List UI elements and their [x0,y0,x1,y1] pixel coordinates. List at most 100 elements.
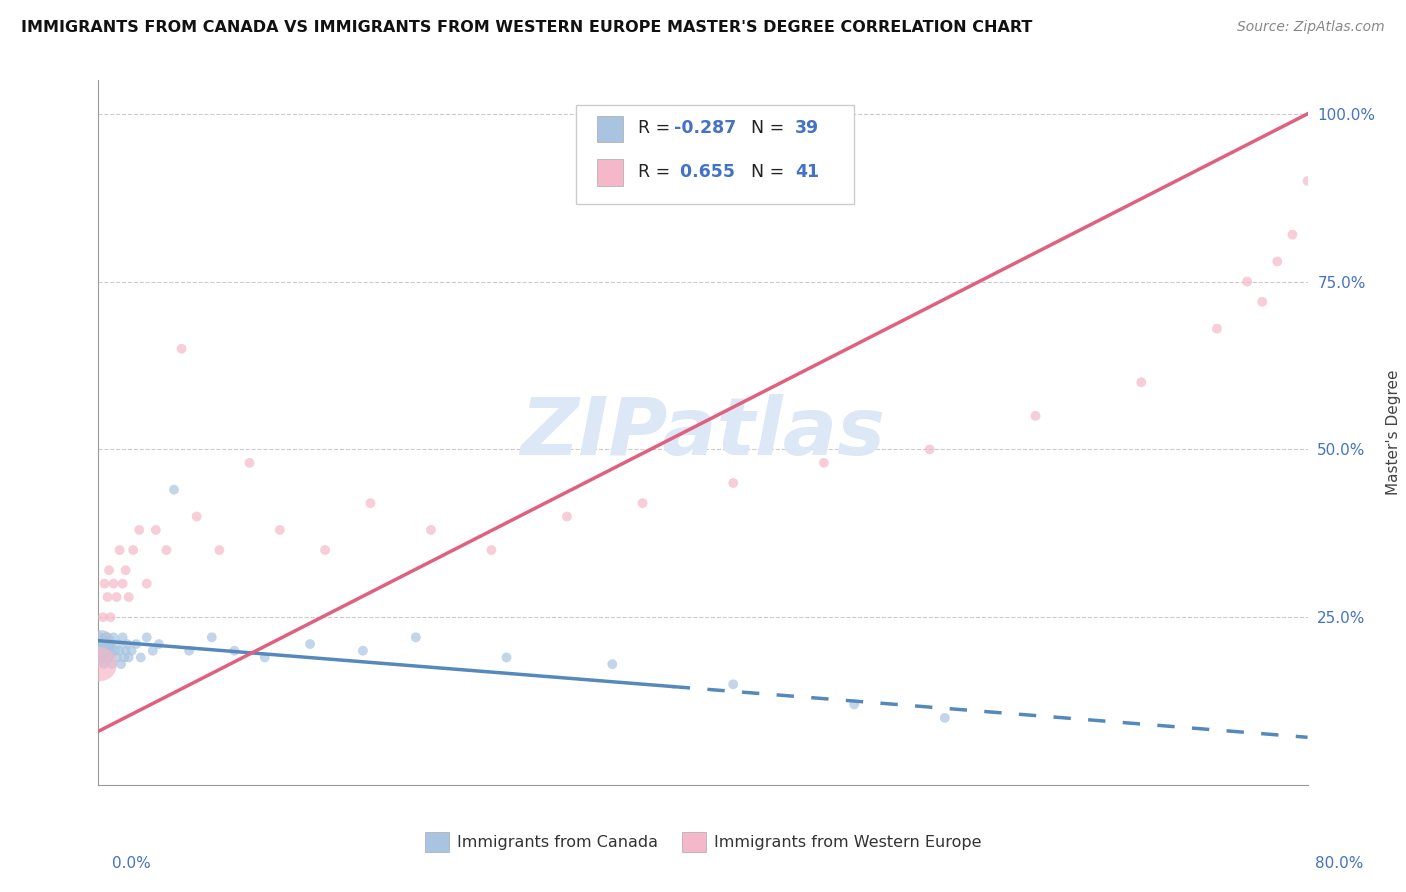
Point [108,644,131,658]
Point [1267,254,1289,268]
Point [118,590,141,604]
Point [555,509,578,524]
Text: N =: N = [741,163,790,181]
Text: 0.0%: 0.0% [112,856,152,871]
Point [481,543,503,558]
Point [115,637,138,651]
Point [114,644,136,658]
Point [93,576,115,591]
Point [89,630,111,644]
Bar [596,159,623,186]
Point [314,543,336,558]
Point [90,637,112,651]
Text: N =: N = [741,120,790,137]
Point [89,644,111,658]
Point [90,644,112,658]
Text: R =: R = [638,120,675,137]
Point [208,543,231,558]
Text: -0.287: -0.287 [673,120,737,137]
Point [495,650,517,665]
Text: 0.655: 0.655 [673,163,735,181]
Point [101,657,124,672]
Point [148,637,170,651]
Text: Source: ZipAtlas.com: Source: ZipAtlas.com [1237,20,1385,34]
Point [91,637,114,651]
Point [224,644,246,658]
Point [602,657,624,672]
Y-axis label: Master's Degree: Master's Degree [1386,370,1402,495]
Legend: Immigrants from Canada, Immigrants from Western Europe: Immigrants from Canada, Immigrants from … [419,826,987,858]
Point [1236,275,1258,289]
Point [186,509,208,524]
Text: R =: R = [638,163,675,181]
Point [128,523,150,537]
Point [253,650,276,665]
Text: 80.0%: 80.0% [1316,856,1364,871]
Point [121,644,143,658]
Point [103,630,125,644]
Point [98,650,121,665]
Point [155,543,177,558]
Point [107,637,129,651]
Text: 39: 39 [794,120,820,137]
Point [170,342,193,356]
Point [94,630,117,644]
Point [111,576,134,591]
Point [122,543,145,558]
Point [405,630,427,644]
Point [91,610,114,624]
FancyBboxPatch shape [576,105,855,203]
Point [163,483,186,497]
Point [110,657,132,672]
Point [1281,227,1303,242]
Point [93,657,115,672]
Point [108,543,131,558]
Point [90,650,112,665]
Point [104,644,127,658]
Point [105,590,128,604]
Point [1130,376,1153,390]
Point [87,644,110,658]
Point [420,523,443,537]
Point [631,496,654,510]
Point [142,644,165,658]
Point [129,650,152,665]
Point [1251,294,1274,309]
Point [723,475,745,490]
Text: ZIPatlas: ZIPatlas [520,393,886,472]
Point [352,644,374,658]
Point [239,456,262,470]
Point [934,711,956,725]
Text: 41: 41 [794,163,820,181]
Point [96,590,118,604]
Point [114,563,136,577]
Point [1296,174,1319,188]
Point [145,523,167,537]
Point [844,698,866,712]
Point [112,650,135,665]
Point [1024,409,1046,423]
Point [813,456,835,470]
Point [135,576,157,591]
Point [118,650,141,665]
Point [201,630,224,644]
Point [94,630,117,644]
Point [100,637,122,651]
Point [1206,321,1229,335]
Point [299,637,322,651]
Point [96,644,118,658]
Point [360,496,382,510]
Point [105,650,128,665]
Point [135,630,157,644]
Point [125,637,148,651]
Point [98,563,121,577]
Point [723,677,745,691]
Text: IMMIGRANTS FROM CANADA VS IMMIGRANTS FROM WESTERN EUROPE MASTER'S DEGREE CORRELA: IMMIGRANTS FROM CANADA VS IMMIGRANTS FRO… [21,20,1032,35]
Point [179,644,201,658]
Point [111,630,134,644]
Point [269,523,291,537]
Point [918,442,941,457]
Point [89,657,111,672]
Point [100,610,122,624]
Point [103,576,125,591]
